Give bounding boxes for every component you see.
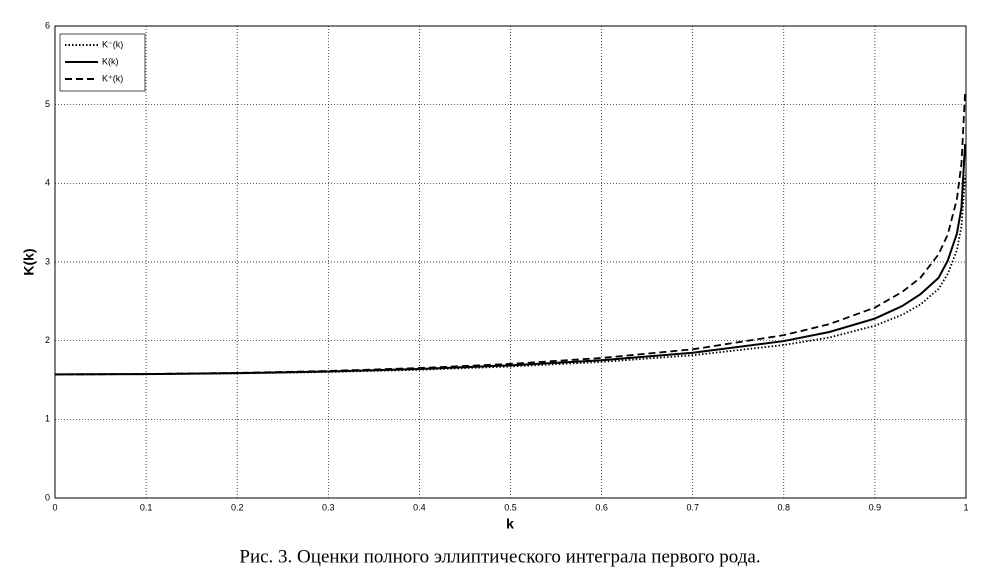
y-tick-label: 2 <box>45 335 50 345</box>
y-tick-label: 0 <box>45 492 50 502</box>
y-axis-label: K(k) <box>21 248 37 275</box>
data-line <box>54 143 967 376</box>
x-tick-label: 0.7 <box>686 502 699 512</box>
x-tick-label: 0.8 <box>778 502 791 512</box>
x-tick-label: 0.4 <box>413 502 426 512</box>
x-tick-label: 0.9 <box>869 502 882 512</box>
y-tick-label: 1 <box>45 414 50 424</box>
legend-label: K⁺(k) <box>102 73 123 83</box>
legend-label: K⁻(k) <box>102 39 123 49</box>
x-axis-label: k <box>506 516 514 532</box>
y-tick-label: 5 <box>45 99 50 109</box>
y-tick-label: 3 <box>45 256 50 266</box>
x-tick-label: 0.2 <box>231 502 244 512</box>
x-tick-label: 0.3 <box>322 502 335 512</box>
data-line <box>54 175 966 376</box>
caption: Рис. 3. Оценки полного эллиптического ин… <box>239 546 760 567</box>
x-tick-label: 0.6 <box>595 502 608 512</box>
y-tick-label: 6 <box>45 20 50 30</box>
data-line <box>54 92 966 376</box>
legend-label: K(k) <box>102 56 119 66</box>
x-tick-label: 0.5 <box>504 502 517 512</box>
x-tick-label: 0 <box>52 502 57 512</box>
x-tick-label: 0.1 <box>140 502 153 512</box>
x-tick-label: 1 <box>963 502 968 512</box>
y-tick-label: 4 <box>45 178 50 188</box>
